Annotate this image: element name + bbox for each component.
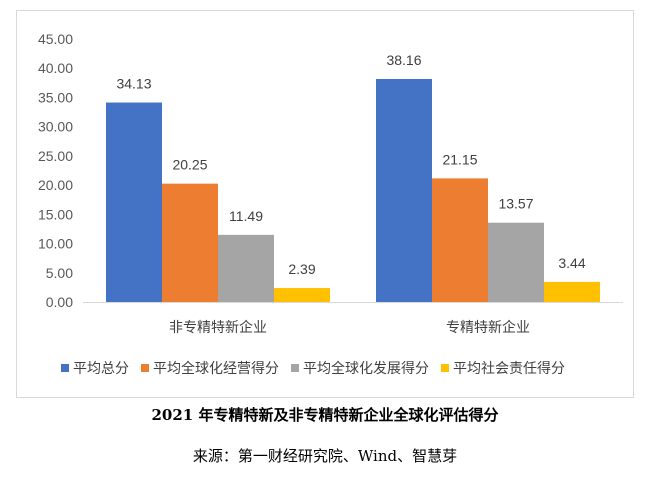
- y-tick-label: 0.00: [46, 294, 73, 310]
- y-tick-label: 15.00: [38, 206, 73, 222]
- figure-caption-title: 2021 年专精特新及非专精特新企业全球化评估得分: [151, 406, 499, 424]
- y-tick-label: 35.00: [38, 89, 73, 105]
- bar: [106, 102, 162, 302]
- legend-swatch: [141, 364, 149, 372]
- bar: [488, 222, 544, 302]
- legend-label: 平均全球化发展得分: [303, 360, 429, 377]
- bar: [544, 281, 600, 302]
- y-tick-label: 40.00: [38, 60, 73, 76]
- bar: [162, 183, 218, 302]
- chart-area: 0.00 5.00 10.00 15.00 20.00 25.00 30.00 35.00 40…: [16, 10, 634, 398]
- data-label: 38.16: [386, 52, 421, 68]
- data-label: 13.57: [498, 196, 533, 212]
- legend-swatch: [291, 364, 299, 372]
- bar: [432, 178, 488, 302]
- data-label: 2.39: [288, 261, 315, 277]
- figure-caption-source: 来源：第一财经研究院、Wind、智慧芽: [192, 447, 458, 465]
- y-tick-label: 20.00: [38, 177, 73, 193]
- y-tick-label: 10.00: [38, 236, 73, 252]
- data-label: 11.49: [229, 208, 263, 224]
- bar: [218, 234, 274, 302]
- legend-swatch: [441, 364, 449, 372]
- y-tick-label: 5.00: [46, 265, 73, 281]
- y-tick-label: 25.00: [38, 148, 73, 164]
- data-label: 3.44: [558, 255, 585, 271]
- data-label: 34.13: [116, 76, 151, 92]
- legend-swatch: [61, 364, 69, 372]
- legend-label: 平均全球化经营得分: [153, 360, 279, 377]
- data-label: 20.25: [172, 157, 207, 173]
- bar-chart: 0.00 5.00 10.00 15.00 20.00 25.00 30.00 35.00 40…: [38, 31, 623, 377]
- x-category-label: 专精特新企业: [446, 319, 530, 336]
- bar: [376, 78, 432, 302]
- bar: [274, 288, 330, 302]
- data-label: 21.15: [442, 151, 477, 167]
- y-tick-label: 30.00: [38, 119, 73, 135]
- legend-label: 平均社会责任得分: [453, 360, 565, 377]
- legend-label: 平均总分: [73, 361, 129, 377]
- x-category-label: 非专精特新企业: [169, 319, 267, 336]
- y-tick-label: 45.00: [38, 31, 73, 47]
